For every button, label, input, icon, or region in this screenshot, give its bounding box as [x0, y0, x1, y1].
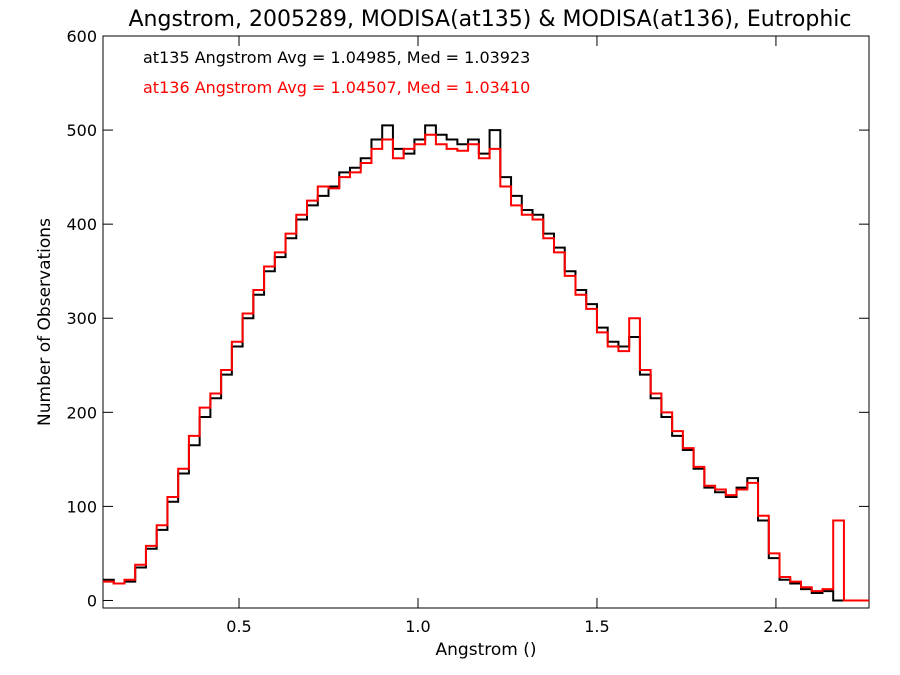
x-tick-label-1: 1.0	[405, 617, 430, 636]
y-axis-ticks: 0 100 200 300 400 500 600	[66, 27, 869, 610]
plot-frame	[102, 35, 870, 609]
x-tick-label-0: 0.5	[226, 617, 251, 636]
y-tick-label-4: 400	[66, 215, 97, 234]
y-axis-label: Number of Observations	[35, 218, 55, 426]
series-line-at135	[103, 124, 869, 602]
chart-title: Angstrom, 2005289, MODISA(at135) & MODIS…	[128, 7, 851, 32]
series-line-at136	[103, 133, 869, 602]
annotation-at136: at136 Angstrom Avg = 1.04507, Med = 1.03…	[143, 78, 530, 97]
annotation-at135: at135 Angstrom Avg = 1.04985, Med = 1.03…	[143, 48, 530, 67]
x-axis-label: Angstrom ()	[436, 640, 537, 660]
y-tick-label-3: 300	[66, 309, 97, 328]
x-axis-ticks: 0.5 1.0 1.5 2.0	[226, 36, 789, 636]
y-tick-label-1: 100	[66, 497, 97, 516]
series-layer	[103, 124, 869, 602]
y-tick-label-6: 600	[66, 27, 97, 46]
y-tick-label-2: 200	[66, 403, 97, 422]
x-tick-label-2: 1.5	[584, 617, 609, 636]
x-tick-label-3: 2.0	[763, 617, 788, 636]
y-tick-label-5: 500	[66, 121, 97, 140]
y-tick-label-0: 0	[87, 591, 97, 610]
